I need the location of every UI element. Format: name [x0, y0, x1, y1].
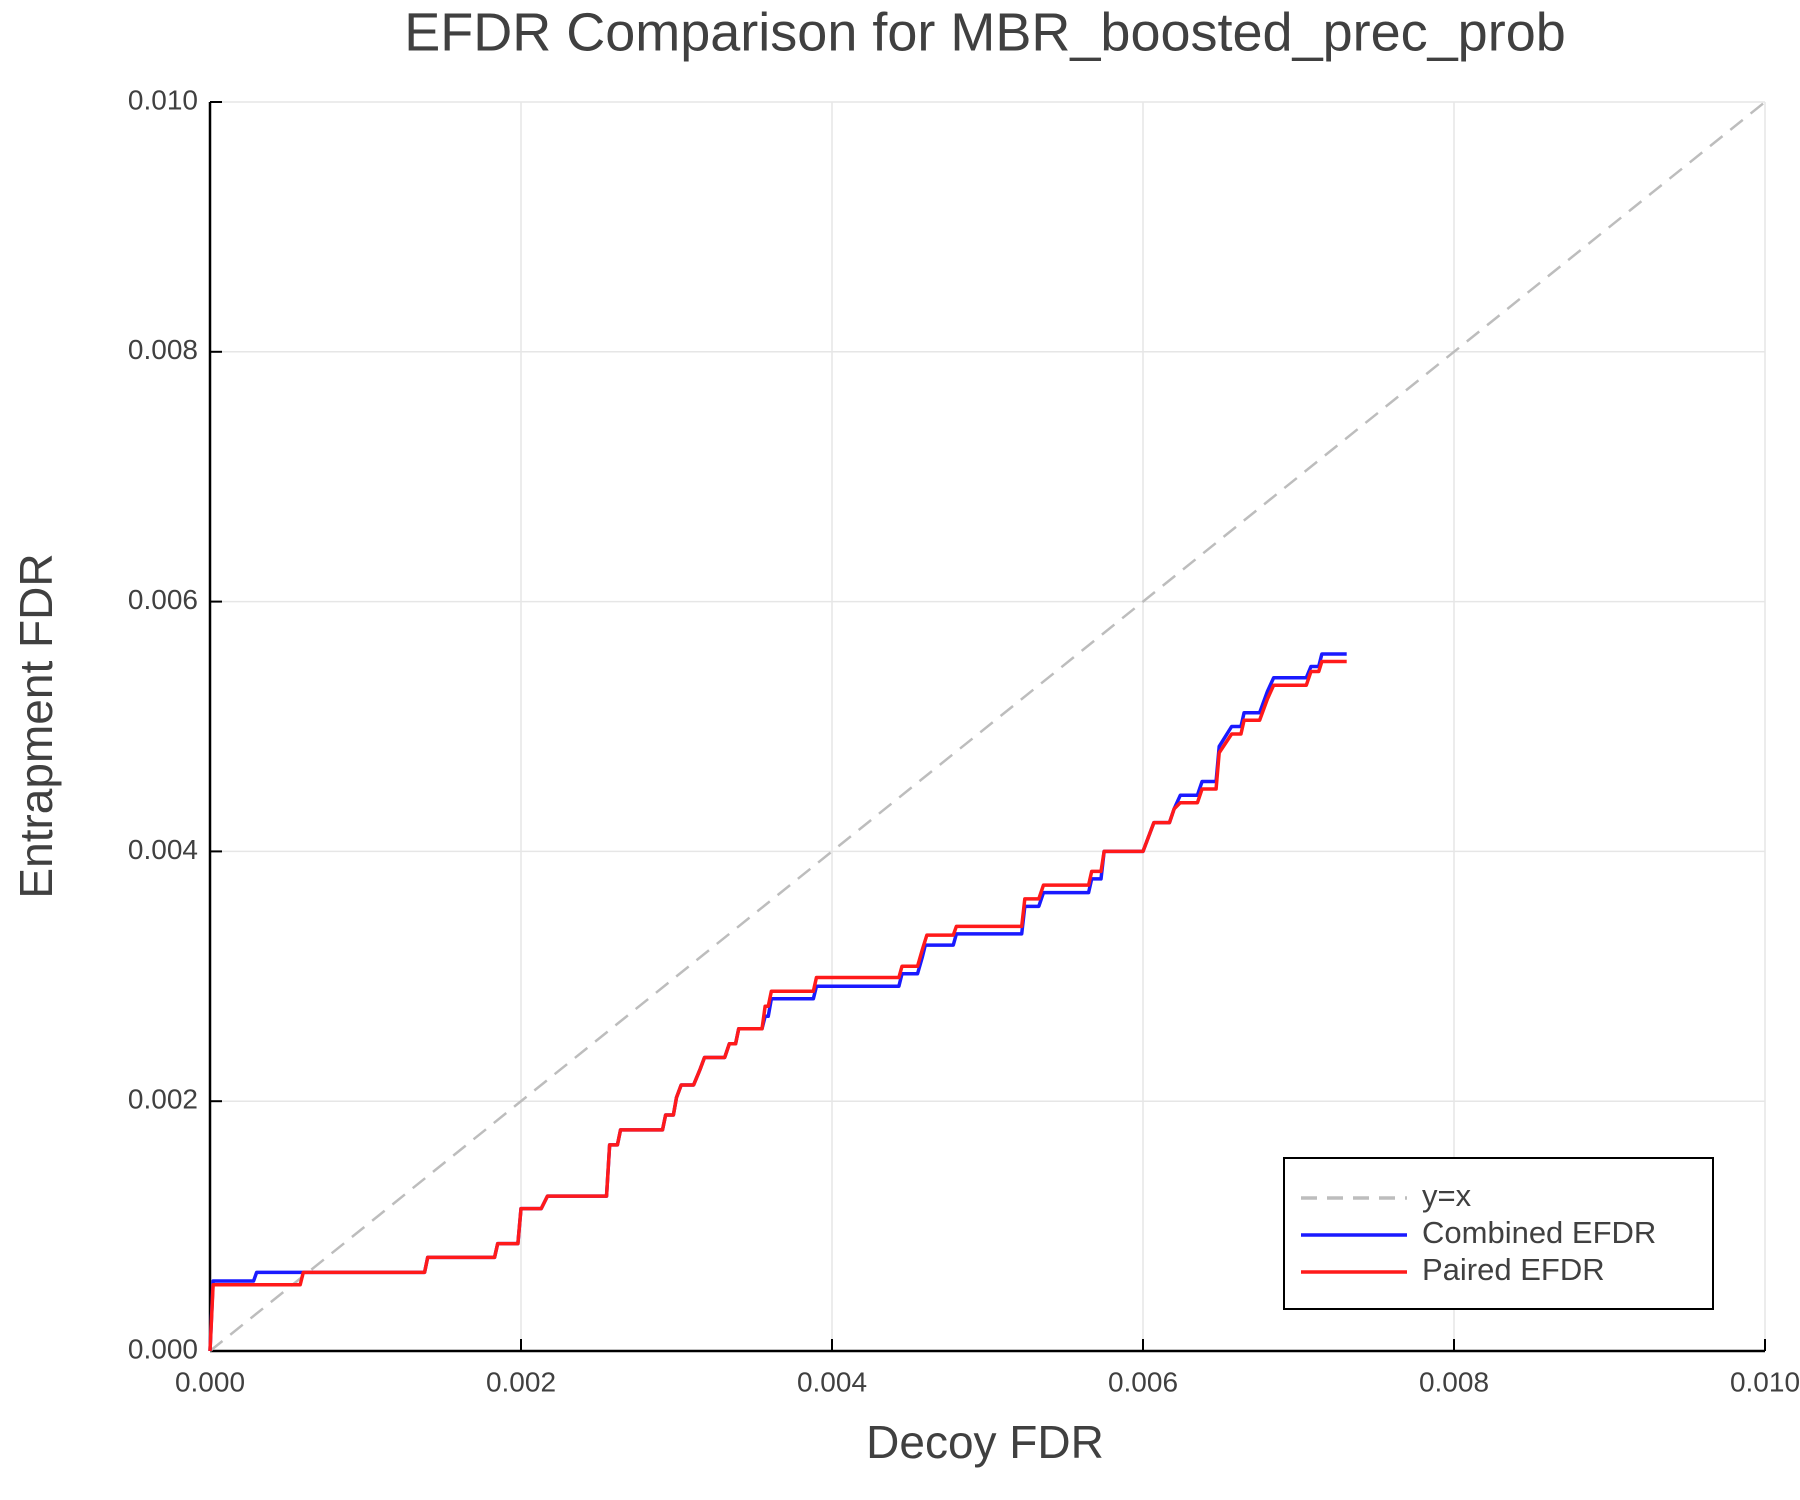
y-tick-label: 0.006 [128, 584, 198, 615]
x-tick-label: 0.006 [1108, 1366, 1178, 1397]
legend-label: y=x [1422, 1178, 1472, 1213]
x-tick-label: 0.002 [486, 1366, 556, 1397]
x-axis-label: Decoy FDR [866, 1416, 1104, 1468]
y-tick-label: 0.004 [128, 834, 198, 865]
y-tick-label: 0.002 [128, 1084, 198, 1115]
legend-label: Combined EFDR [1422, 1215, 1656, 1250]
series-line [209, 101, 1766, 1352]
y-tick-label: 0.010 [128, 84, 198, 115]
series-line [208, 659, 1347, 1352]
series-line [208, 652, 1347, 1352]
x-tick-label: 0.000 [175, 1366, 245, 1397]
y-tick-label: 0.000 [128, 1333, 198, 1364]
x-tick-label: 0.008 [1419, 1366, 1489, 1397]
legend-label: Paired EFDR [1422, 1252, 1605, 1287]
x-tick-label: 0.010 [1730, 1366, 1800, 1397]
y-axis-label: Entrapment FDR [10, 553, 62, 898]
y-tick-label: 0.008 [128, 334, 198, 365]
x-tick-label: 0.004 [797, 1366, 867, 1397]
chart-title: EFDR Comparison for MBR_boosted_prec_pro… [404, 2, 1566, 62]
